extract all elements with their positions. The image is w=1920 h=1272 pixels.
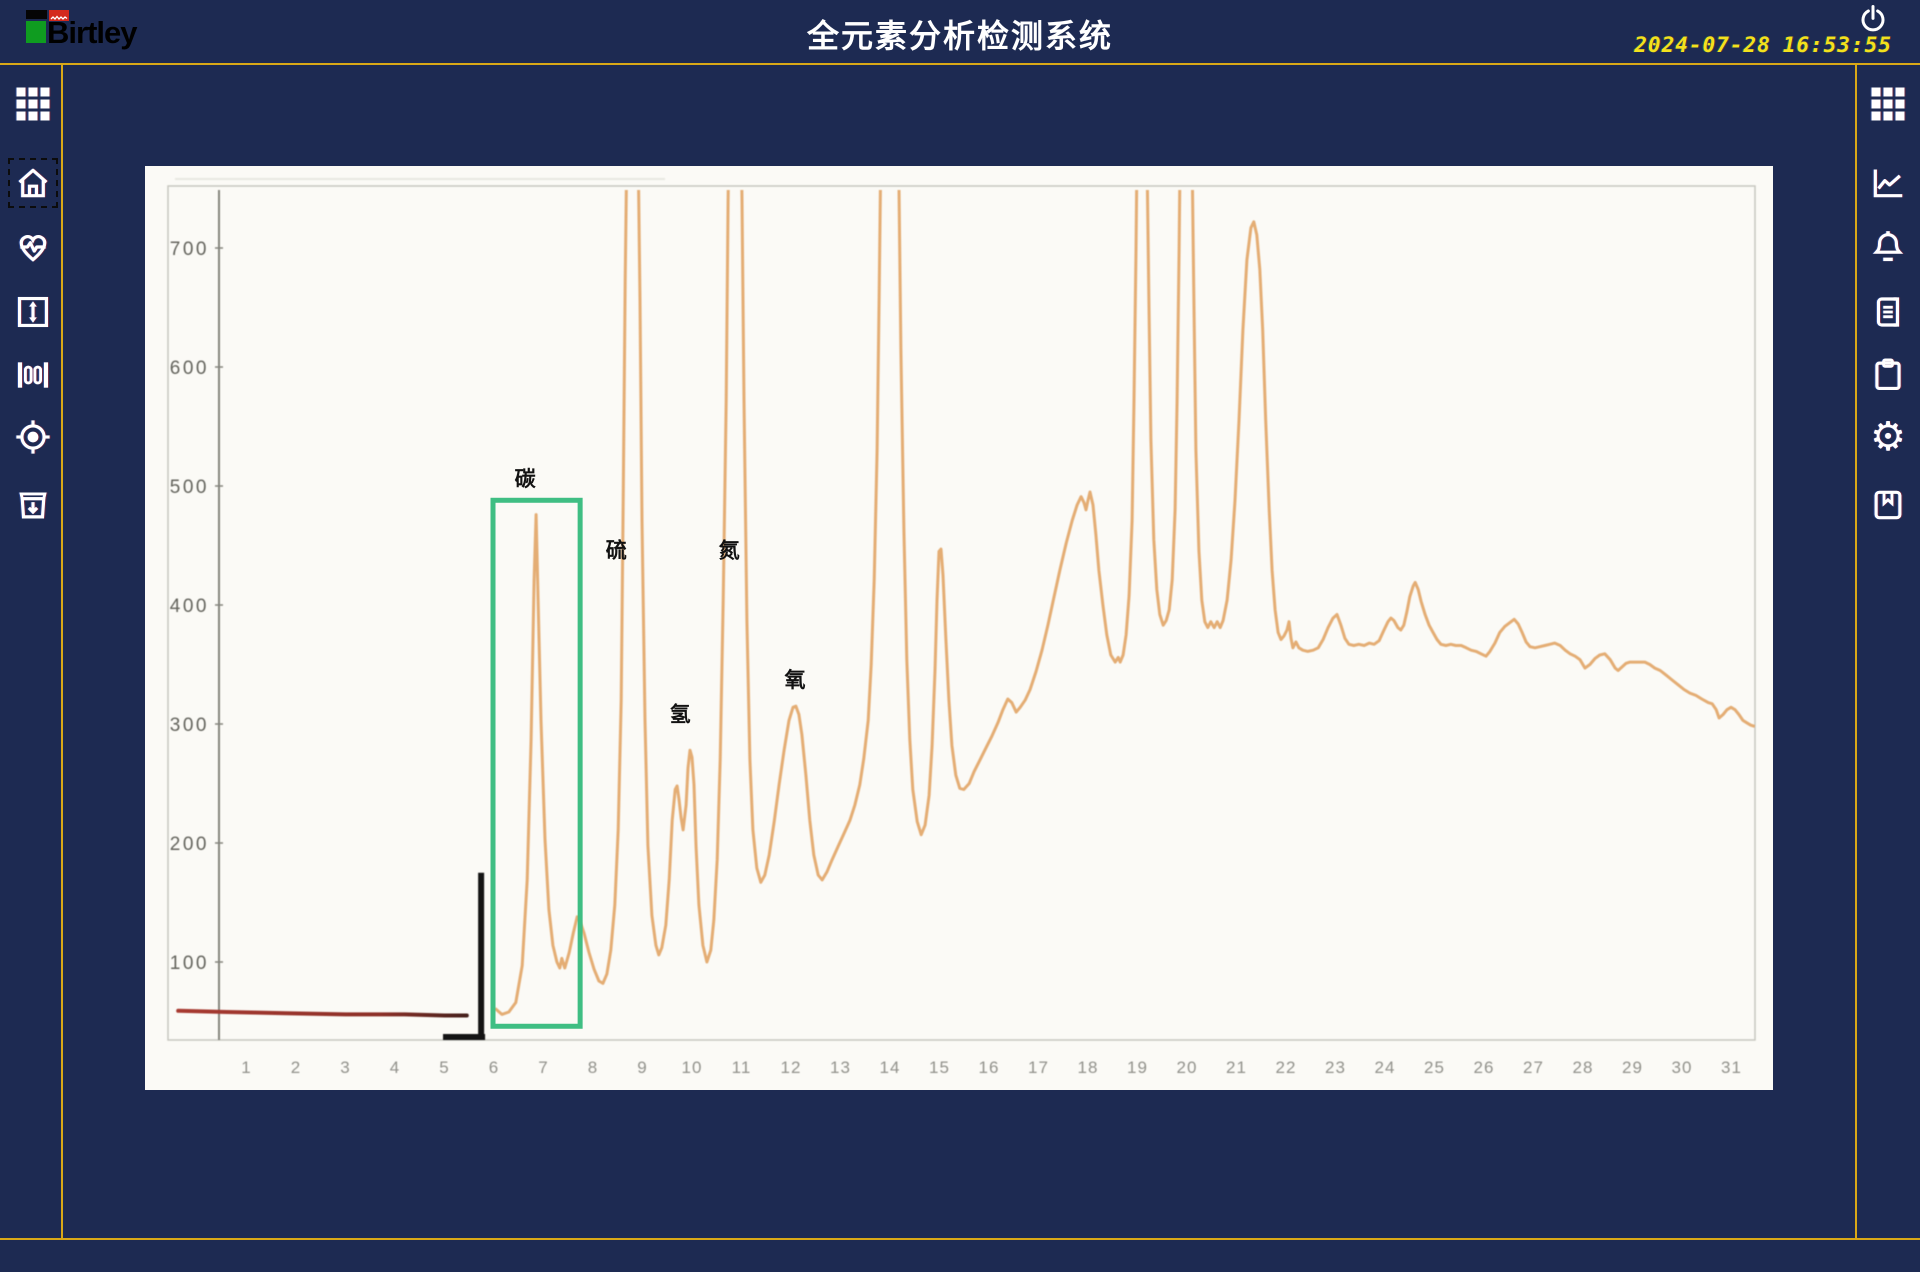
logo-black-block: [26, 10, 47, 19]
svg-text:28: 28: [1573, 1058, 1594, 1077]
svg-text:3: 3: [340, 1058, 350, 1077]
svg-text:26: 26: [1474, 1058, 1495, 1077]
svg-text:20: 20: [1177, 1058, 1198, 1077]
svg-text:31: 31: [1721, 1058, 1742, 1077]
svg-text:300: 300: [170, 715, 209, 736]
svg-text:600: 600: [170, 358, 209, 379]
vertical-range-icon: [17, 296, 49, 328]
target-icon: [16, 420, 50, 454]
toolbar-item-alerts[interactable]: [1866, 225, 1910, 269]
peak-label-oxygen: 氧: [784, 668, 805, 692]
health-pulse-icon: [19, 234, 47, 262]
sidebar-item-vertical-range[interactable]: [11, 290, 55, 334]
svg-text:24: 24: [1375, 1058, 1396, 1077]
peak-label-carbon: 碳: [515, 467, 537, 491]
svg-text:10: 10: [682, 1058, 703, 1077]
svg-text:15: 15: [929, 1058, 950, 1077]
svg-text:100: 100: [170, 953, 209, 974]
logo-wave-icon: [49, 10, 69, 21]
archive-box-icon: [19, 492, 47, 519]
svg-text:500: 500: [170, 477, 209, 498]
page-title: 全元素分析检测系统: [806, 18, 1113, 54]
svg-text:22: 22: [1276, 1058, 1297, 1077]
left-rail-divider: [61, 65, 63, 1238]
svg-text:400: 400: [170, 596, 209, 617]
svg-text:19: 19: [1127, 1058, 1148, 1077]
svg-text:21: 21: [1226, 1058, 1247, 1077]
apps-grid-icon: [1871, 87, 1905, 121]
peak-label-hydrogen: 氢: [670, 703, 691, 727]
svg-text:5: 5: [439, 1058, 449, 1077]
power-icon: [1861, 5, 1885, 32]
svg-text:18: 18: [1078, 1058, 1099, 1077]
svg-text:27: 27: [1523, 1058, 1544, 1077]
svg-text:7: 7: [538, 1058, 548, 1077]
trend-chart-icon: [1873, 169, 1903, 198]
chromatogram-panel: 100 200 300 400 500 600 700 1 2 3 4 5 6 7 8 9 10 11 12 13 14…: [145, 166, 1773, 1090]
clipboard-icon: [1875, 358, 1901, 391]
svg-text:30: 30: [1672, 1058, 1693, 1077]
svg-text:16: 16: [979, 1058, 1000, 1077]
sidebar-item-gauge[interactable]: [11, 353, 55, 397]
apps-grid-icon: [16, 87, 50, 121]
svg-text:4: 4: [390, 1058, 400, 1077]
brand-name: Birtley: [47, 15, 137, 50]
report-icon: [1876, 297, 1900, 327]
toolbar-item-apps[interactable]: [1866, 82, 1910, 126]
toolbar-item-clipboard[interactable]: [1866, 353, 1910, 397]
carbon-peak-highlight-box: [490, 497, 583, 1029]
bookmark-book-icon: [1874, 490, 1902, 520]
datetime-display: 2024-07-28 16:53:55: [1634, 33, 1892, 57]
peak-label-nitrogen: 氮: [719, 538, 740, 562]
svg-text:2: 2: [291, 1058, 301, 1077]
svg-text:14: 14: [880, 1058, 901, 1077]
toolbar-item-saved[interactable]: [1866, 483, 1910, 527]
right-rail-divider: [1855, 65, 1857, 1238]
svg-text:23: 23: [1325, 1058, 1346, 1077]
toolbar-item-settings[interactable]: ⚙: [1866, 415, 1910, 459]
svg-text:700: 700: [170, 239, 209, 260]
gauge-bars-icon: [17, 362, 49, 388]
sidebar-item-target[interactable]: [11, 415, 55, 459]
toolbar-item-trend[interactable]: [1866, 161, 1910, 205]
svg-text:29: 29: [1622, 1058, 1643, 1077]
home-icon: [18, 168, 48, 198]
svg-text:12: 12: [781, 1058, 802, 1077]
svg-text:13: 13: [830, 1058, 851, 1077]
logo-green-block: [26, 21, 46, 43]
selected-item-outline: [8, 158, 58, 208]
power-button[interactable]: [1858, 4, 1890, 36]
header-bar: Birtley 全元素分析检测系统 2024-07-28 16:53:55: [0, 0, 1920, 64]
sidebar-item-archive[interactable]: [11, 483, 55, 527]
date-value: 2024-07-28: [1634, 33, 1771, 57]
svg-text:9: 9: [637, 1058, 647, 1077]
svg-text:200: 200: [170, 834, 209, 855]
sidebar-item-health[interactable]: [11, 225, 55, 269]
sidebar-item-home[interactable]: [11, 161, 55, 205]
peak-label-sulfur: 硫: [606, 538, 627, 562]
header-divider: [0, 63, 1920, 65]
toolbar-item-report[interactable]: [1866, 290, 1910, 334]
svg-text:11: 11: [732, 1058, 752, 1077]
sidebar-item-apps[interactable]: [11, 82, 55, 126]
svg-text:1: 1: [241, 1058, 251, 1077]
svg-text:6: 6: [489, 1058, 499, 1077]
gear-icon: ⚙: [1870, 414, 1906, 460]
svg-text:25: 25: [1424, 1058, 1445, 1077]
svg-text:17: 17: [1028, 1058, 1049, 1077]
brand-logo: Birtley: [26, 9, 176, 50]
footer-divider: [0, 1238, 1920, 1240]
bell-icon: [1872, 231, 1904, 262]
time-value: 16:53:55: [1782, 33, 1892, 57]
svg-text:8: 8: [588, 1058, 598, 1077]
